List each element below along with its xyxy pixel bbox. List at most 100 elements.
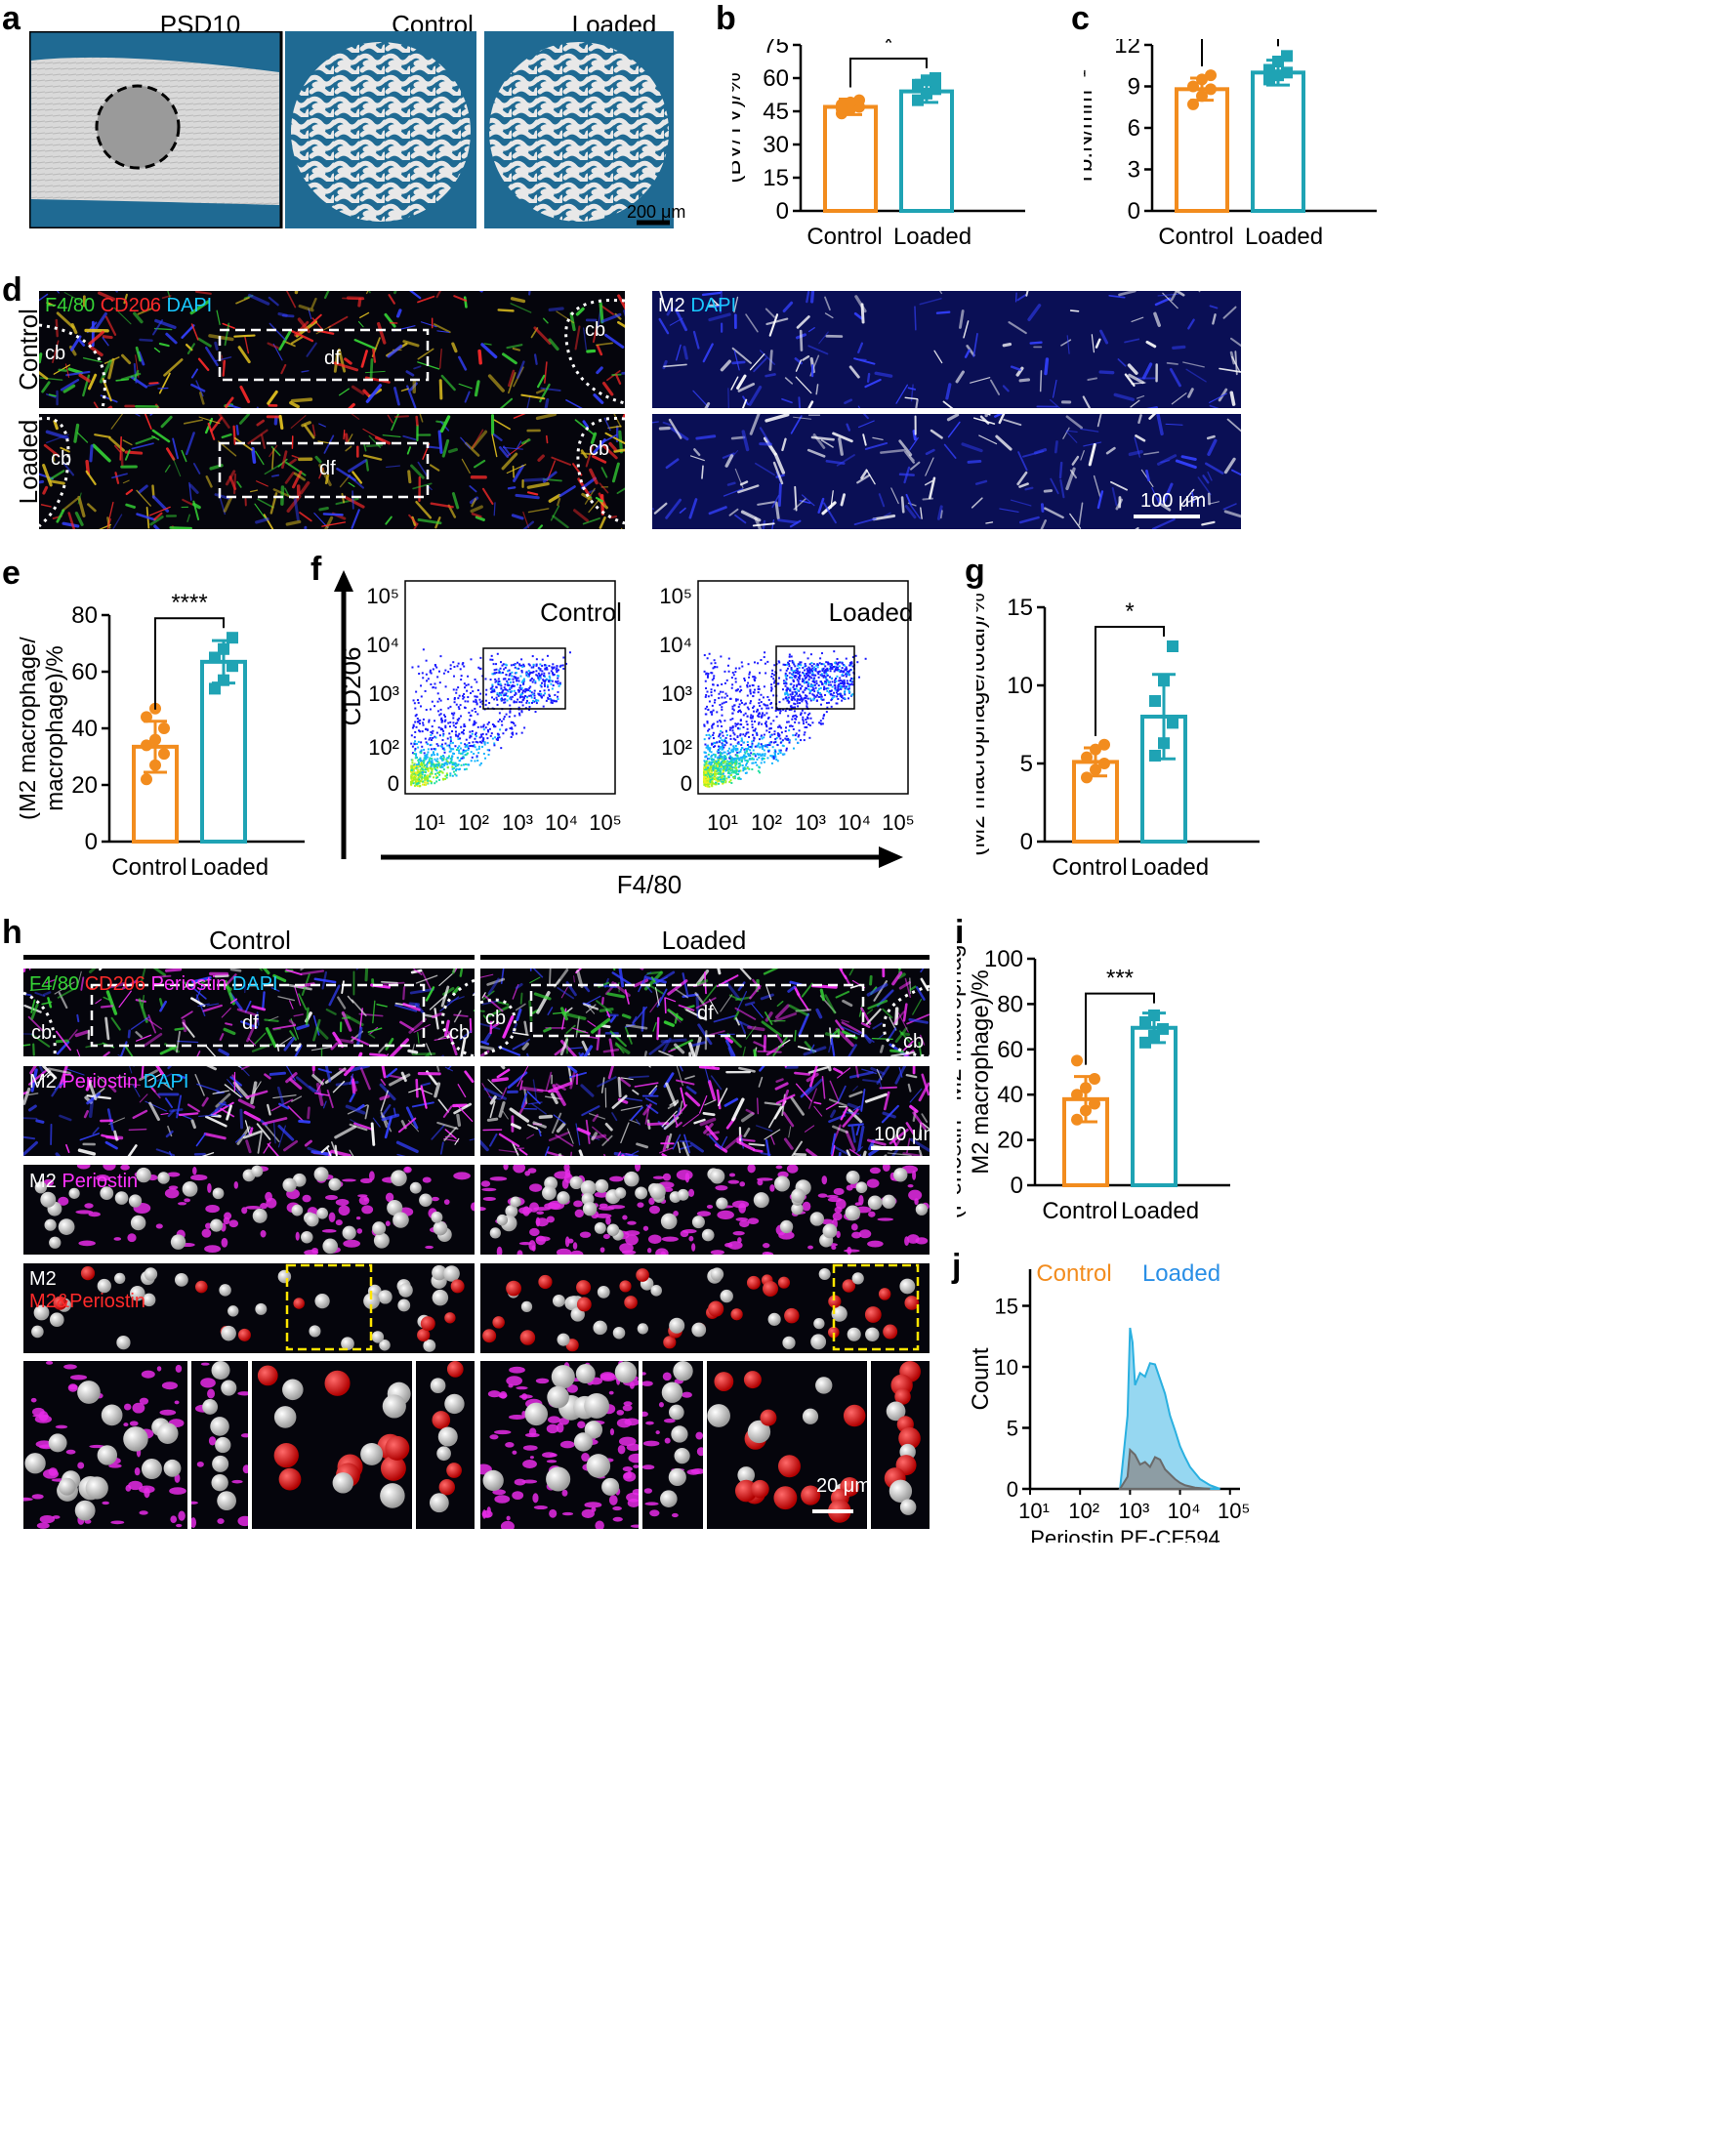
flow-gate: [482, 647, 566, 710]
data-point: [1158, 675, 1170, 687]
data-point: [1089, 1072, 1100, 1085]
data-point: [1080, 1082, 1092, 1094]
panel-label-f: f: [310, 551, 322, 588]
data-point: [1071, 1054, 1083, 1067]
y-tick-label: 9: [1128, 74, 1140, 101]
flow-gate: [775, 645, 855, 710]
data-point: [1205, 83, 1217, 96]
y-tick-label: 15: [763, 165, 789, 191]
flow-xlabel: F4/80: [616, 870, 682, 899]
panel-label-i: i: [955, 914, 965, 951]
y-arrowhead: [334, 570, 353, 592]
h-scale2-label: 20 μm: [816, 1475, 871, 1497]
h-control-3d-periostin: [23, 1165, 475, 1255]
stain-dapi: DAPI: [690, 295, 737, 316]
data-point: [1196, 90, 1208, 103]
chart-e: 0 20 40 60 80 (M2 macrophage/macrophage)/% Con…: [20, 590, 305, 881]
data-point: [930, 72, 941, 84]
data-point: [1281, 66, 1293, 79]
bar: [1131, 1025, 1178, 1188]
y-axis-label: (M2 macrophage/: [20, 637, 41, 820]
defect-circle: [95, 84, 181, 170]
data-point: [1098, 758, 1110, 769]
data-point: [930, 83, 941, 96]
data-point: [1071, 1089, 1083, 1101]
d-cb-label: cb: [589, 438, 610, 460]
stain-periostin: Periostin: [62, 1171, 139, 1192]
data-point: [1196, 73, 1208, 86]
h-group-bar-loaded: [480, 955, 930, 960]
stain-dapi: DAPI: [231, 973, 278, 995]
h-row1-legend: F4/80 CD206 Periostin DAPI: [29, 974, 278, 994]
y-tick-label: 20: [71, 772, 98, 799]
significance-bracket: [1085, 992, 1155, 1065]
h-loaded-3d-periostin: [480, 1165, 930, 1255]
x-tick-label: Loaded: [893, 224, 971, 250]
x-tick-label: Loaded: [1245, 224, 1323, 250]
chart-g: 0 5 10 15 (M2 macrophage/total)/% Control Load…: [976, 593, 1260, 881]
h-loaded-merged: [480, 969, 930, 1056]
data-point: [1158, 737, 1170, 750]
y-tick-label: 6: [1128, 115, 1140, 142]
data-point: [158, 722, 170, 734]
flow-title-loaded: Loaded: [828, 598, 914, 627]
histogram-control: [1118, 1447, 1211, 1490]
x-tick-label: Loaded: [190, 854, 269, 881]
h-group-loaded: Loaded: [661, 926, 747, 955]
data-point: [1205, 69, 1217, 82]
y-tick-label: 100: [984, 946, 1023, 972]
panel-label-e: e: [2, 555, 21, 592]
significance-label: ****: [171, 590, 207, 616]
y-axis-label: (Periostin⁺ M2 macrophage/: [957, 939, 967, 1218]
data-point: [141, 711, 152, 723]
h-control-m2: [23, 1066, 475, 1156]
y-tick-label: 10: [995, 1355, 1018, 1380]
data-point: [1081, 751, 1093, 763]
y-tick-label: 60: [763, 65, 789, 92]
x-tick-label: 10³: [1118, 1499, 1149, 1523]
d-m2-legend: M2 DAPI: [658, 296, 736, 315]
panel-label-g: g: [965, 553, 985, 590]
bar: [132, 744, 179, 845]
flow-y-tick-label: 0: [681, 771, 692, 796]
h-scale1-label: 100 μm: [874, 1124, 940, 1145]
flow-x-tick-label: 10¹: [707, 810, 738, 835]
d-df-label: df: [324, 348, 341, 369]
stain-dapi: DAPI: [166, 295, 213, 316]
h-cb-label: cb: [903, 1031, 925, 1052]
stain-periostin: Periostin: [150, 973, 227, 995]
significance-bracket: [849, 58, 928, 88]
ct-loaded-trabecular: [489, 42, 669, 222]
y-tick-label: 0: [1128, 198, 1140, 225]
stain-f480: F4/80: [29, 973, 80, 995]
y-tick-label: 80: [71, 602, 98, 629]
flow-x-tick-label: 10⁴: [545, 810, 578, 835]
h-control-merged: [23, 969, 475, 1056]
panel-label-a: a: [2, 0, 21, 37]
x-tick-label: 10²: [1068, 1499, 1099, 1523]
d-stain-legend: F4/80 CD206 DAPI: [45, 296, 212, 315]
h-cb-label: cb: [485, 1008, 507, 1029]
ct-control-trabecular: [291, 42, 471, 222]
y-axis-label: M2 macrophage)/%: [968, 969, 994, 1174]
chart-j: 0 5 10 15 10¹ 10² 10³ 10⁴ 10⁵ Count Periostin PE-C…: [968, 1260, 1251, 1543]
panel-label-d: d: [2, 271, 22, 309]
y-axis-label: Count: [968, 1347, 994, 1410]
x-tick-label: 10⁴: [1168, 1499, 1201, 1523]
y-tick-label: 5: [1020, 751, 1033, 777]
stain-periostin: Periostin: [62, 1071, 139, 1093]
flow-x-tick-label: 10⁴: [838, 810, 871, 835]
y-tick-label: 45: [763, 99, 789, 125]
y-tick-label: 12: [1114, 39, 1140, 59]
h-zoom-control-m2-side: [416, 1361, 475, 1529]
row-label-loaded-d: Loaded: [14, 419, 43, 505]
y-axis-label: Tb.N/mm⁻¹: [1084, 69, 1097, 186]
data-point: [1149, 750, 1161, 762]
h-cb-label: cb: [449, 1022, 471, 1044]
data-point: [1281, 50, 1293, 62]
data-point: [1187, 98, 1199, 110]
x-tick-label: Loaded: [1131, 854, 1209, 881]
data-point: [218, 674, 229, 686]
significance-bracket: [1095, 626, 1165, 736]
